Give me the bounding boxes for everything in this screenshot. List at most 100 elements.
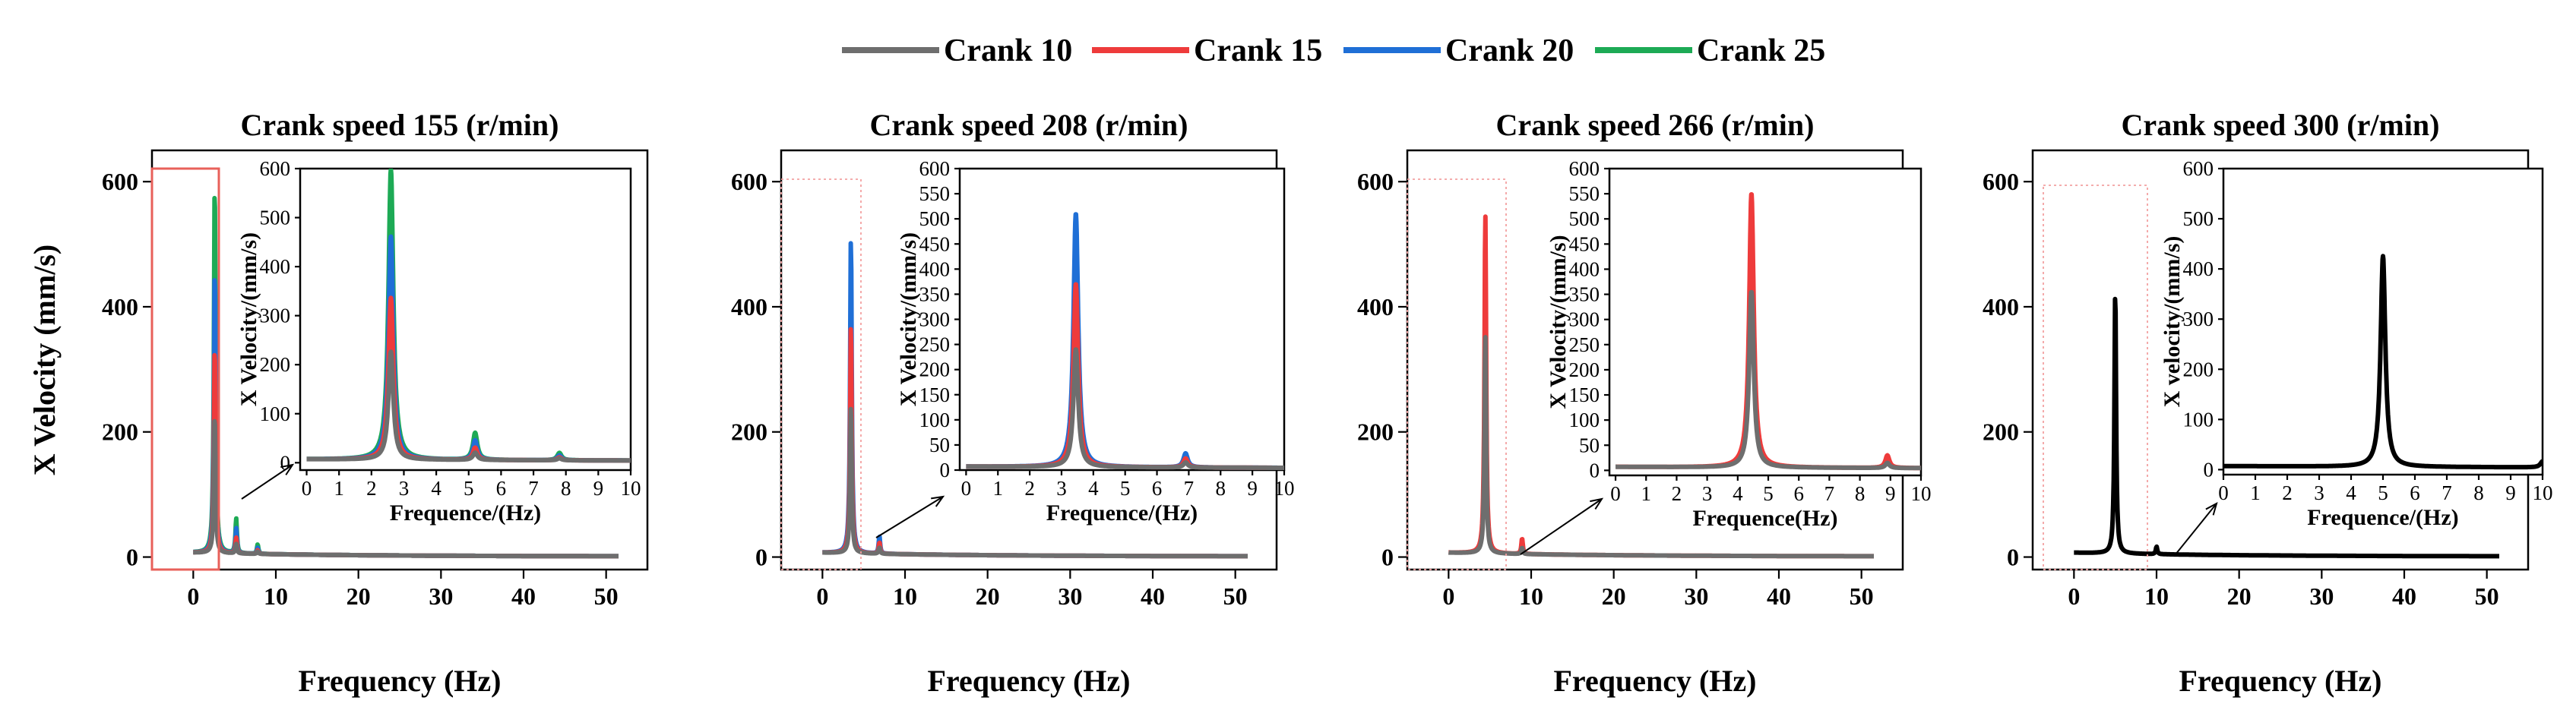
- inset-1-ytick-label: 600: [260, 157, 291, 180]
- inset-4-xtick-label: 9: [2505, 481, 2516, 504]
- inset-1-xtick-label: 2: [366, 477, 377, 500]
- main-4-xtick-label: 50: [2475, 582, 2499, 610]
- inset-2-xtick-label: 5: [1120, 477, 1131, 500]
- inset-1-xtick-label: 5: [464, 477, 474, 500]
- main-2-ytick-label: 200: [731, 418, 767, 446]
- inset-4-ytick-label: 100: [2183, 408, 2214, 431]
- inset-3-xtick-label: 4: [1733, 482, 1743, 505]
- main-4-xtick-label: 0: [2068, 582, 2080, 610]
- main-2-xtick-label: 40: [1141, 582, 1165, 610]
- inset-4-series-0: [2223, 254, 2543, 470]
- main-2-ytick-label: 600: [731, 168, 767, 195]
- main-3-xtick-label: 20: [1602, 582, 1626, 610]
- panel-4-arrow-head: [2205, 502, 2218, 516]
- main-1-ytick-label: 200: [102, 418, 138, 446]
- inset-1-xtick-label: 8: [561, 477, 571, 500]
- inset-2-xlabel: Frequence/(Hz): [1046, 500, 1198, 526]
- inset-3-xtick-label: 9: [1885, 482, 1896, 505]
- inset-3-xtick-label: 7: [1824, 482, 1835, 505]
- main-2-ytick-label: 400: [731, 293, 767, 320]
- inset-2-xtick-label: 1: [992, 477, 1003, 500]
- inset-3-frame: [1608, 167, 1923, 477]
- inset-4-xtick-label: 4: [2346, 481, 2356, 504]
- panel-1-title: Crank speed 155 (r/min): [241, 108, 559, 142]
- inset-3-ytick-label: 550: [1569, 182, 1600, 205]
- panel-1-arrow-head: [280, 463, 295, 475]
- main-3-series-crank-10: [1447, 335, 1876, 559]
- inset-4-xtick-label: 10: [2533, 481, 2553, 504]
- inset-3-ytick-label: 250: [1569, 333, 1600, 356]
- main-4-xtick-label: 40: [2392, 582, 2416, 610]
- main-1-xtick-label: 40: [511, 582, 536, 610]
- main-4-series-0: [2072, 296, 2502, 559]
- inset-1-xtick-label: 6: [496, 477, 507, 500]
- legend-label-crank-10: Crank 10: [944, 33, 1072, 68]
- panel-1: Crank speed 155 (r/min)0 10 20 30 40 50020040…: [27, 108, 649, 698]
- inset-2-ytick-label: 450: [919, 232, 951, 255]
- inset-4-xtick-label: 3: [2314, 481, 2324, 504]
- panel-2-zoom-box: [780, 178, 862, 570]
- main-4-xtick-label: 20: [2227, 582, 2252, 610]
- main-2-xtick-label: 20: [976, 582, 1000, 610]
- inset-2-xtick-label: 7: [1184, 477, 1195, 500]
- inset-3-ytick-label: 300: [1569, 308, 1600, 331]
- main-3-xtick-label: 50: [1850, 582, 1874, 610]
- legend-label-crank-20: Crank 20: [1445, 33, 1574, 68]
- inset-4-xtick-label: 7: [2442, 481, 2452, 504]
- main-3-ytick-label: 0: [1381, 544, 1394, 571]
- inset-1-xtick-label: 10: [621, 477, 641, 500]
- panel-4-title: Crank speed 300 (r/min): [2122, 108, 2440, 142]
- inset-3-xtick-label: 8: [1855, 482, 1866, 505]
- panel-2-arrow-line: [875, 496, 944, 538]
- inset-4-xtick-label: 2: [2282, 481, 2293, 504]
- legend-label-crank-25: Crank 25: [1697, 33, 1825, 68]
- main-3-xtick-label: 0: [1442, 582, 1454, 610]
- legend: Crank 10 Crank 15 Crank 20 Crank 25: [842, 33, 1825, 68]
- inset-2-xtick-label: 4: [1088, 477, 1099, 500]
- inset-3-xtick-label: 5: [1763, 482, 1774, 505]
- inset-4-xtick-label: 0: [2218, 481, 2229, 504]
- inset-1-xtick-label: 1: [334, 477, 344, 500]
- inset-4-ytick-label: 0: [2204, 458, 2214, 481]
- panel-1-xlabel: Frequency (Hz): [299, 664, 502, 698]
- panel-2-xlabel: Frequency (Hz): [928, 664, 1131, 698]
- main-2-ytick-label: 0: [755, 544, 767, 571]
- main-2-xtick-label: 50: [1223, 582, 1248, 610]
- inset-3-ytick-label: 500: [1569, 207, 1600, 230]
- inset-3-xlabel: Frequence(Hz): [1692, 506, 1837, 531]
- main-4-ytick-label: 200: [1983, 418, 2019, 446]
- inset-4-ylabel: X velocity/(mm/s): [2160, 236, 2185, 408]
- inset-3-xtick-label: 10: [1911, 482, 1932, 505]
- inset-2-ytick-label: 100: [919, 409, 951, 431]
- inset-2-ytick-label: 400: [919, 257, 951, 280]
- inset-4-xtick-label: 5: [2378, 481, 2388, 504]
- inset-2-ytick-label: 150: [919, 384, 951, 406]
- panel-3-zoom-box: [1407, 178, 1507, 570]
- inset-4-ytick-label: 200: [2183, 358, 2214, 380]
- inset-2-xtick-label: 9: [1247, 477, 1258, 500]
- inset-1-ytick-label: 200: [260, 353, 291, 376]
- panel-2: Crank speed 208 (r/min)0 10 20 30 40 50020040…: [731, 108, 1295, 698]
- inset-3-ytick-label: 400: [1569, 257, 1600, 280]
- panel-1-zoom-box: [150, 167, 220, 571]
- panel-1-arrow-line: [241, 464, 293, 500]
- inset-2-ytick-label: 500: [919, 207, 951, 230]
- main-1-xtick-label: 20: [347, 582, 371, 610]
- inset-4-xtick-label: 6: [2410, 481, 2420, 504]
- main-1-ytick-label: 0: [126, 544, 138, 571]
- inset-2-ytick-label: 250: [919, 333, 951, 356]
- inset-4-ytick-label: 300: [2183, 308, 2214, 330]
- panel-4-xlabel: Frequency (Hz): [2179, 664, 2382, 698]
- panel-2-title: Crank speed 208 (r/min): [870, 108, 1188, 142]
- inset-4-ytick-label: 600: [2183, 157, 2214, 180]
- inset-1-xtick-label: 3: [399, 477, 410, 500]
- main-3-xtick-label: 30: [1684, 582, 1708, 610]
- main-3-ytick-label: 200: [1357, 418, 1394, 446]
- main-2-xtick-label: 30: [1058, 582, 1082, 610]
- inset-3-ytick-label: 50: [1579, 434, 1600, 456]
- main-4-xtick-label: 10: [2144, 582, 2169, 610]
- legend-label-crank-15: Crank 15: [1194, 33, 1322, 68]
- panel-3-arrow-head: [1590, 497, 1604, 510]
- main-1-xtick-label: 30: [429, 582, 453, 610]
